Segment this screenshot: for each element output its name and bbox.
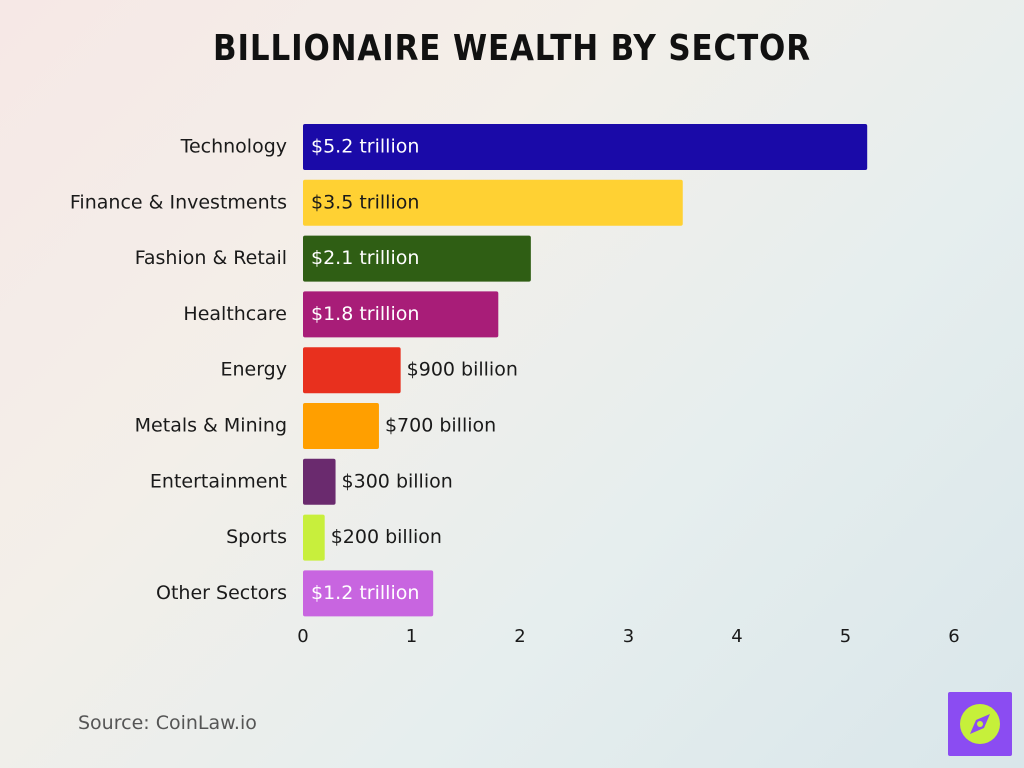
source-note: Source: CoinLaw.io [78,712,257,734]
x-tick-label: 2 [514,626,525,647]
bar [303,124,868,170]
data-label: $5.2 trillion [311,136,419,158]
category-label: Technology [180,136,287,158]
bar [303,570,434,617]
data-label: $700 billion [385,415,496,437]
bar [303,291,499,338]
category-label: Fashion & Retail [135,247,287,269]
bar [303,347,401,394]
category-label: Entertainment [150,470,287,492]
bar [303,179,683,226]
category-label: Energy [220,359,287,381]
category-label: Sports [226,526,287,548]
data-label: $1.8 trillion [311,303,419,325]
x-tick-label: 4 [731,626,742,647]
chart-title: Billionaire Wealth by Sector [213,28,811,69]
compass-icon [960,704,1000,744]
x-tick-label: 5 [840,626,851,647]
category-label: Finance & Investments [70,191,287,213]
bar [303,235,531,282]
data-label: $3.5 trillion [311,191,419,213]
data-label: $1.2 trillion [311,582,419,604]
x-tick-label: 1 [406,626,417,647]
bar [303,403,379,449]
category-label: Healthcare [183,303,287,325]
x-tick-label: 0 [297,626,308,647]
bar [303,514,325,561]
data-label: $200 billion [331,526,442,548]
x-tick-label: 3 [623,626,634,647]
category-label: Metals & Mining [135,415,287,437]
logo [948,692,1012,756]
data-label: $2.1 trillion [311,247,419,269]
category-label: Other Sectors [156,582,287,604]
data-label: $300 billion [342,470,453,492]
bar [303,458,336,505]
data-label: $900 billion [407,359,518,381]
x-tick-label: 6 [948,626,959,647]
